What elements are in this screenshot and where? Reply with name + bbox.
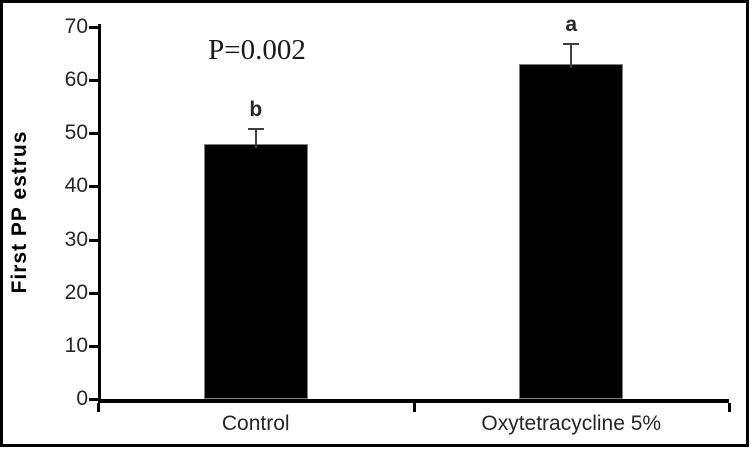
y-tick-label: 20: [64, 280, 88, 304]
y-tick-label: 30: [64, 227, 88, 251]
x-axis-line: [98, 399, 729, 403]
y-tick-label: 70: [64, 15, 88, 38]
y-tick: [89, 185, 98, 189]
y-tick: [89, 79, 98, 83]
error-bar-cap: [247, 127, 264, 130]
y-tick-label: 50: [64, 121, 88, 145]
y-tick: [89, 132, 98, 136]
y-tick: [89, 398, 98, 401]
y-tick-label: 60: [64, 68, 88, 92]
category-label: Control: [221, 412, 290, 435]
y-tick: [89, 238, 98, 242]
error-bar: [254, 127, 257, 148]
x-tick: [728, 403, 731, 412]
category-label: Oxytetracycline 5%: [481, 412, 662, 435]
y-axis-line: [98, 24, 101, 403]
figure-frame-border: [0, 0, 749, 447]
sig-letter: b: [249, 97, 263, 121]
y-tick: [89, 291, 98, 295]
error-bar-cap: [563, 42, 580, 45]
x-tick: [97, 403, 100, 412]
y-tick: [89, 344, 98, 348]
y-tick-label: 40: [64, 174, 88, 198]
bar: [519, 64, 624, 399]
y-tick-label: 0: [76, 387, 88, 410]
y-tick-label: 10: [64, 333, 88, 357]
y-tick: [89, 26, 98, 29]
bar: [203, 143, 308, 399]
p-value-annotation: P=0.002: [208, 34, 306, 66]
x-tick: [412, 403, 416, 412]
sig-letter: a: [565, 12, 578, 36]
error-bar: [570, 42, 573, 69]
y-axis-title: First PP estrus: [8, 130, 31, 294]
